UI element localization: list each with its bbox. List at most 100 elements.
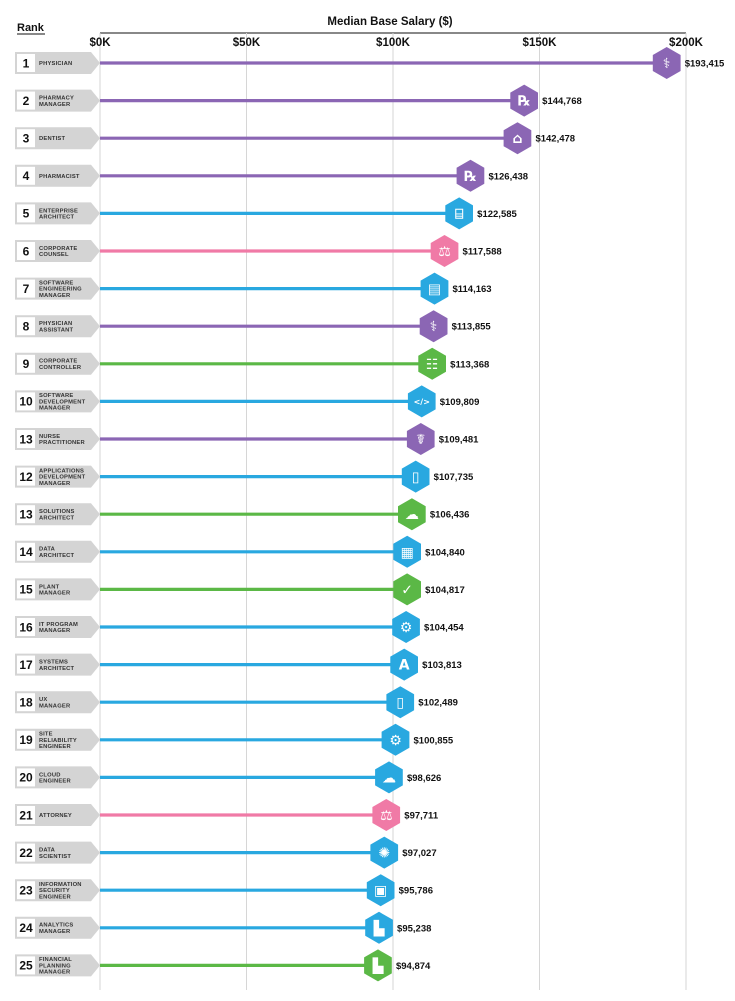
bar-chart-icon: ▙ — [373, 919, 385, 937]
rank-box — [17, 768, 35, 787]
hexagon-marker — [375, 761, 403, 794]
hexagon-marker — [381, 723, 410, 756]
role-label: MANAGER — [39, 102, 71, 108]
role-label: DEVELOPMENT — [39, 399, 86, 405]
rank-number: 24 — [19, 921, 33, 935]
value-label: $104,454 — [424, 623, 464, 634]
value-label: $100,855 — [414, 735, 454, 746]
rank-tag — [15, 428, 100, 450]
value-label: $193,415 — [685, 59, 725, 70]
rank-number: 25 — [19, 959, 33, 973]
hexagon-marker — [392, 611, 420, 643]
role-label: CORPORATE — [39, 359, 77, 365]
value-label: $113,855 — [452, 322, 492, 333]
role-label: ARCHITECT — [39, 553, 75, 559]
bar-chart-icon: ▙ — [372, 956, 384, 974]
cloud-monitor-icon: ☁ — [382, 770, 396, 786]
role-label: PLANT — [39, 584, 60, 590]
rank-number: 4 — [23, 169, 30, 183]
stethoscope-icon: ⚕ — [663, 56, 671, 72]
rank-tag — [15, 127, 100, 150]
tooth-icon: ⌂ — [512, 131, 522, 147]
network-monitor-icon: ⌸ — [455, 206, 464, 222]
rank-tag — [15, 766, 100, 789]
value-label: $94,874 — [396, 961, 431, 972]
value-label: $126,438 — [488, 171, 528, 182]
gridlines — [99, 33, 687, 990]
rank-tag — [15, 841, 100, 864]
role-label: ENGINEER — [39, 744, 71, 750]
clipboard-check-icon: ✓ — [401, 582, 413, 598]
rank-tag — [15, 653, 100, 676]
role-label: ARCHITECT — [39, 666, 75, 672]
value-label: $95,786 — [399, 886, 433, 897]
role-label: ARCHITECT — [39, 215, 75, 221]
rank-box — [17, 392, 35, 411]
hexagon-marker — [418, 347, 446, 380]
hexagon-marker — [366, 874, 395, 907]
rank-number: 13 — [19, 508, 33, 522]
compass-monitor-icon: A — [399, 658, 410, 674]
role-label: ARCHITECT — [39, 515, 75, 521]
smartphone-icon: ▯ — [412, 470, 420, 486]
rank-number: 7 — [23, 282, 30, 296]
rank-number: 14 — [19, 545, 33, 559]
value-label: $144,768 — [542, 96, 582, 107]
value-label: $113,368 — [450, 359, 489, 370]
rank-tag — [15, 465, 100, 488]
rank-tag — [15, 52, 100, 74]
rank-tag — [15, 916, 100, 939]
chart-title: Median Base Salary ($) — [327, 16, 452, 28]
rank-tag — [15, 691, 100, 714]
rank-tag — [15, 954, 100, 977]
rank-tag — [15, 390, 100, 413]
tick-label: $100K — [376, 37, 411, 49]
role-label: MANAGER — [39, 406, 71, 412]
tick-label: $50K — [233, 37, 261, 49]
value-label: $95,238 — [397, 923, 431, 934]
bar-row: 21 ATTORNEY ⚖ $97,711 — [15, 799, 439, 831]
hexagon-marker — [445, 197, 473, 230]
role-label: SOLUTIONS — [39, 509, 75, 515]
hexagon-marker — [372, 799, 401, 831]
cloud-icon: ☁ — [405, 507, 419, 523]
role-label: PHARMACY — [39, 95, 74, 101]
rank-tag — [15, 578, 100, 601]
rank-tag — [15, 540, 100, 563]
role-label: NURSE — [39, 434, 60, 440]
rank-box — [17, 956, 35, 975]
rank-tag — [15, 879, 100, 902]
role-label: COUNSEL — [39, 252, 69, 258]
rank-tag — [15, 804, 100, 826]
rank-number: 17 — [19, 658, 33, 672]
role-label: IT PROGRAM — [39, 622, 78, 628]
rank-box — [17, 467, 35, 486]
hexagon-marker — [393, 535, 421, 568]
hexagon-marker — [393, 573, 421, 606]
rank-box — [17, 580, 35, 599]
value-label: $122,585 — [477, 209, 517, 220]
rank-tag — [15, 89, 100, 112]
gear-monitor-icon: ⚙ — [400, 620, 413, 636]
rank-box — [17, 618, 35, 636]
rank-number: 9 — [23, 357, 30, 371]
rank-number: 23 — [19, 884, 33, 898]
role-label: DEVELOPMENT — [39, 475, 86, 481]
value-label: $102,489 — [418, 698, 458, 709]
rank-box — [17, 354, 35, 373]
role-label: MANAGER — [39, 970, 71, 976]
